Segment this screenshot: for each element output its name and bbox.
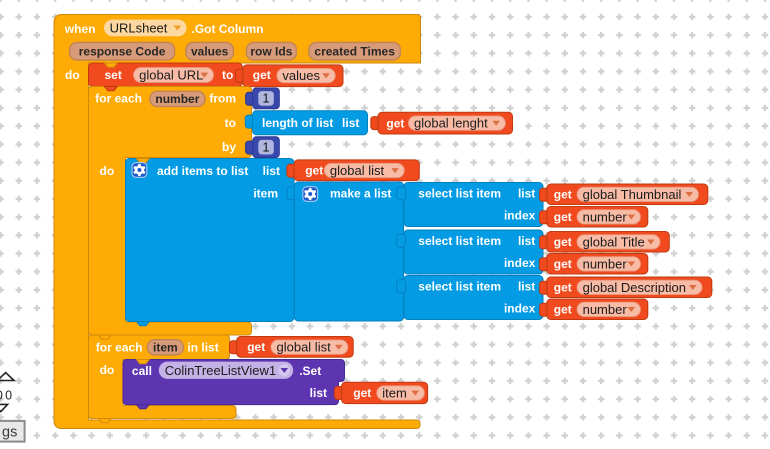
svg-text:get: get xyxy=(554,235,572,249)
svg-text:make a list: make a list xyxy=(330,186,391,200)
svg-text:list: list xyxy=(518,234,535,248)
svg-text:list: list xyxy=(342,116,359,130)
svg-text:when: when xyxy=(64,22,96,36)
svg-text:item: item xyxy=(253,186,278,200)
svg-text:global lenght: global lenght xyxy=(414,116,488,131)
svg-text:values: values xyxy=(282,68,320,83)
svg-text:for each: for each xyxy=(95,92,142,106)
svg-text:values: values xyxy=(191,45,229,59)
svg-text:do: do xyxy=(100,363,115,377)
svg-text:list: list xyxy=(518,187,535,201)
svg-text:gs: gs xyxy=(2,425,17,441)
svg-text:global Title: global Title xyxy=(583,235,645,250)
svg-text:get: get xyxy=(554,281,572,295)
svg-text:created Times: created Times xyxy=(314,45,395,59)
svg-text:to: to xyxy=(225,116,236,130)
svg-text:by: by xyxy=(222,140,236,154)
svg-text:select list item: select list item xyxy=(418,234,501,248)
svg-text:1: 1 xyxy=(263,141,270,155)
svg-text:item: item xyxy=(153,341,178,355)
svg-text:0: 0 xyxy=(0,389,3,403)
svg-text:item: item xyxy=(382,386,407,401)
svg-text:number: number xyxy=(583,210,628,225)
svg-text:get: get xyxy=(554,303,572,317)
svg-text:get: get xyxy=(554,188,572,202)
svg-text:from: from xyxy=(209,92,236,106)
svg-text:.Set: .Set xyxy=(299,364,321,378)
svg-text:row Ids: row Ids xyxy=(250,45,292,59)
svg-text:get: get xyxy=(554,257,572,271)
svg-text:list: list xyxy=(310,386,327,400)
svg-text:number: number xyxy=(583,257,628,272)
svg-text:ColinTreeListView1: ColinTreeListView1 xyxy=(165,363,276,378)
svg-text:global URL: global URL xyxy=(139,68,203,83)
svg-text:to: to xyxy=(222,68,233,82)
svg-text:add items to list: add items to list xyxy=(157,164,248,178)
svg-text:index: index xyxy=(504,302,536,316)
svg-text:number: number xyxy=(155,92,199,106)
svg-text:get: get xyxy=(253,68,271,82)
svg-text:list: list xyxy=(518,280,535,294)
svg-text:1: 1 xyxy=(263,92,270,106)
svg-text:get: get xyxy=(353,386,371,400)
svg-text:get: get xyxy=(247,340,265,354)
svg-text:list: list xyxy=(263,164,280,178)
svg-text:for each: for each xyxy=(96,341,143,355)
svg-text:do: do xyxy=(100,164,115,178)
svg-text:0: 0 xyxy=(5,389,12,403)
svg-text:set: set xyxy=(105,68,122,82)
svg-text:index: index xyxy=(504,256,536,270)
svg-text:global Description: global Description xyxy=(583,280,686,295)
svg-text:call: call xyxy=(132,364,152,378)
svg-text:do: do xyxy=(65,68,80,82)
svg-text:URLsheet: URLsheet xyxy=(110,21,168,36)
svg-text:global list: global list xyxy=(277,340,332,355)
svg-text:get: get xyxy=(305,164,323,178)
svg-text:select list item: select list item xyxy=(418,187,501,201)
svg-text:select list item: select list item xyxy=(418,280,501,294)
svg-text:global list: global list xyxy=(330,163,385,178)
svg-text:global Thumbnail: global Thumbnail xyxy=(583,187,682,202)
svg-text:length of list: length of list xyxy=(262,116,333,130)
svg-text:get: get xyxy=(386,116,404,130)
svg-text:.Got Column: .Got Column xyxy=(192,22,264,36)
svg-text:number: number xyxy=(583,302,628,317)
svg-text:in list: in list xyxy=(187,341,218,355)
svg-text:get: get xyxy=(554,210,572,224)
svg-text:index: index xyxy=(504,209,536,223)
svg-text:response Code: response Code xyxy=(79,45,166,59)
